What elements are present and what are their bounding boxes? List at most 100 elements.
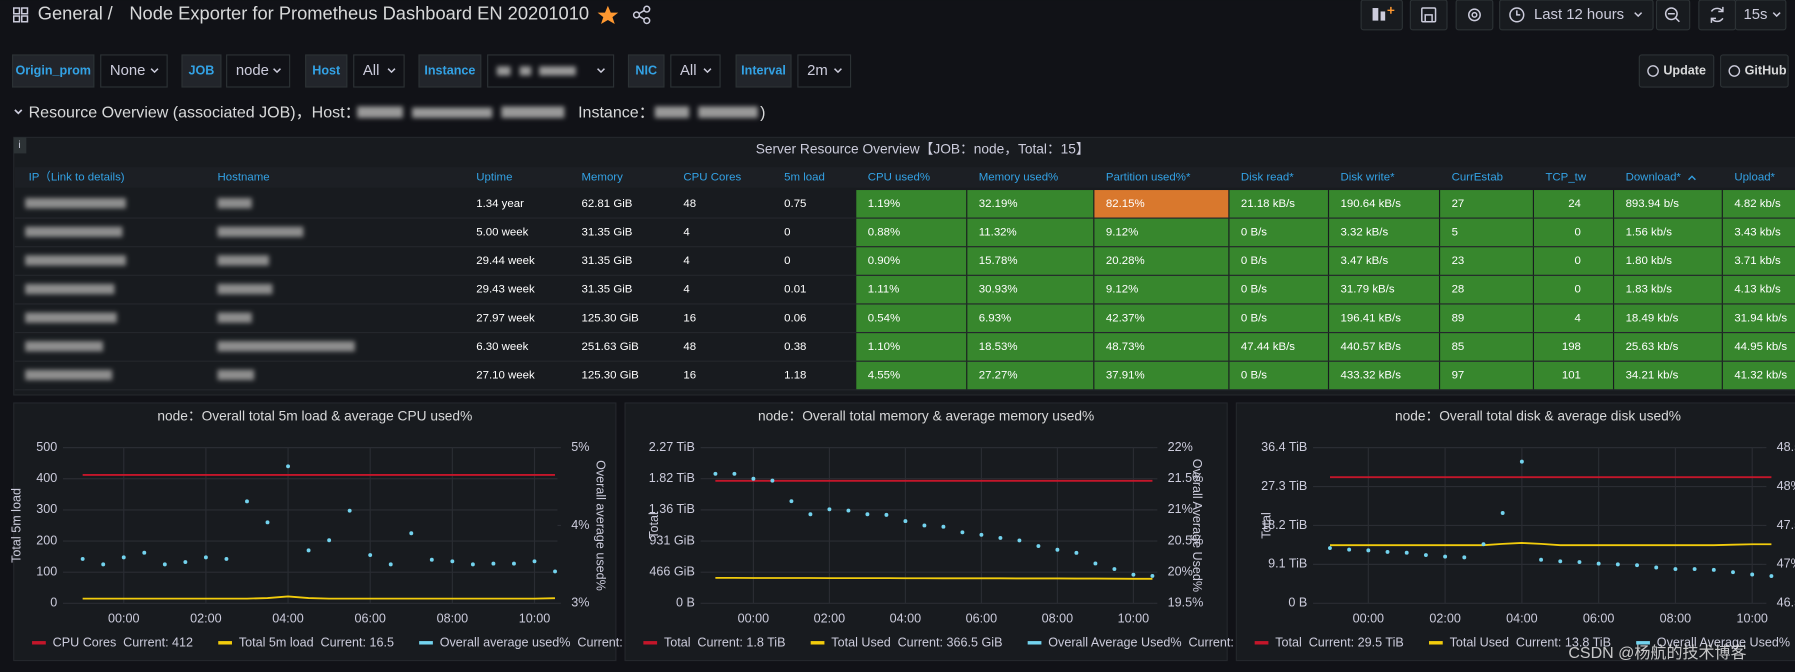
info-icon: i: [18, 140, 20, 151]
column-header[interactable]: Disk read*: [1241, 171, 1294, 183]
dropdown-chevron: [273, 68, 281, 74]
row-title[interactable]: Resource Overview (associated JOB)，Host：: [29, 104, 361, 122]
data-point: [142, 550, 147, 555]
data-point: [1462, 555, 1467, 560]
cell-bg: [1533, 333, 1613, 361]
cell-bg: [856, 247, 967, 275]
button-label[interactable]: Update: [1663, 63, 1706, 77]
column-header[interactable]: Download*: [1626, 171, 1682, 183]
column-header[interactable]: IP（Link to details): [29, 170, 125, 183]
button[interactable]: [1720, 54, 1789, 88]
column-header[interactable]: TCP_tw: [1545, 171, 1586, 183]
legend-name[interactable]: Total Used: [831, 636, 890, 650]
blurred-cells: [25, 341, 355, 352]
table-cell: 0: [1575, 284, 1581, 296]
blur: [217, 198, 252, 209]
table-cell: 44.95 kb/s: [1734, 341, 1787, 353]
y2-tick-label: 19.5%: [1168, 596, 1204, 610]
data-point: [1692, 567, 1697, 571]
cell-bg: [1722, 304, 1795, 332]
table-cell: 31.94 kb/s: [1734, 312, 1787, 324]
table-cell: 4.55%: [868, 370, 900, 382]
button-label[interactable]: GitHub: [1745, 63, 1787, 77]
refresh-interval[interactable]: [1734, 0, 1787, 31]
table-cell: 82.15%: [1106, 198, 1145, 210]
chart-panel: [1235, 402, 1795, 662]
column-header[interactable]: 5m load: [784, 171, 825, 183]
cell-bg: [967, 218, 1094, 247]
table-cell: 21.18 kB/s: [1241, 198, 1295, 210]
legend-name[interactable]: Total: [664, 636, 691, 650]
variable-label-box: [418, 54, 482, 88]
cell-bg: [1722, 275, 1795, 304]
legend-name[interactable]: Total Used: [1450, 636, 1509, 650]
toolbar: [1360, 0, 1787, 31]
cell-bg: [1722, 190, 1795, 218]
dropdown-chevron: [597, 68, 605, 74]
dashboard-title[interactable]: Node Exporter for Prometheus Dashboard E…: [129, 3, 589, 24]
table-cell: 29.44 week: [476, 255, 535, 267]
column-header[interactable]: Memory used%: [979, 171, 1058, 183]
x-tick-label: 06:00: [1583, 612, 1614, 626]
legend-name[interactable]: Overall Average Used%: [1048, 636, 1181, 650]
legend-name[interactable]: Overall Average Used%: [1657, 636, 1790, 650]
settings-button[interactable]: [1455, 0, 1494, 31]
blur: [25, 226, 123, 237]
x-tick-label: 02:00: [814, 612, 845, 626]
table-cell: 20.28%: [1106, 255, 1145, 267]
button[interactable]: [1638, 54, 1715, 88]
variable-label: Origin_prom: [15, 63, 90, 77]
variable-select[interactable]: [797, 54, 852, 88]
cell-bg: [1440, 304, 1533, 332]
table-cell: 0: [784, 255, 790, 267]
row-chevron[interactable]: [14, 109, 23, 115]
column-header[interactable]: CurrEstab: [1452, 171, 1504, 183]
y-tick-label: 1.82 TiB: [649, 471, 695, 485]
y2-tick-label: 48%: [1777, 479, 1795, 493]
toolbar-icons: [1372, 6, 1781, 23]
data-point: [409, 531, 414, 536]
table-cell: 3.43 kb/s: [1734, 226, 1781, 238]
column-header[interactable]: CPU Cores: [683, 171, 741, 183]
cell-bg: [1329, 247, 1439, 275]
time-range[interactable]: Last 12 hours: [1534, 7, 1624, 23]
cell-bg: [1440, 247, 1533, 275]
legend-name[interactable]: Total 5m load: [239, 636, 314, 650]
refresh-button[interactable]: [1698, 0, 1737, 31]
variable-select[interactable]: [353, 54, 405, 88]
blurred-cells: [25, 283, 273, 295]
breadcrumb[interactable]: General: [38, 3, 103, 24]
share-icon[interactable]: [632, 5, 651, 25]
cell-bg: [1533, 218, 1613, 247]
column-header[interactable]: Disk write*: [1341, 171, 1396, 183]
apps-icon[interactable]: [12, 7, 29, 23]
legend-current: Current: 412: [123, 636, 193, 650]
zoom-button[interactable]: [1655, 0, 1691, 31]
legend-name[interactable]: Overall average used%: [440, 636, 571, 650]
column-header[interactable]: Upload*: [1734, 171, 1775, 183]
data-point: [1347, 547, 1352, 552]
chart-title: node：Overall total memory & average memo…: [758, 408, 1094, 423]
table-cell: 0.88%: [868, 226, 900, 238]
time-picker[interactable]: [1499, 0, 1654, 31]
star-icon[interactable]: [597, 5, 619, 25]
column-header[interactable]: Hostname: [218, 171, 270, 183]
column-header[interactable]: CPU used%: [868, 171, 930, 183]
y-tick-label: 931 GiB: [649, 533, 694, 547]
column-header[interactable]: Partition used%*: [1106, 171, 1191, 183]
cell-bg: [1722, 333, 1795, 361]
table-cell: 42.37%: [1106, 312, 1145, 324]
cell-bg: [1229, 361, 1328, 390]
refresh-interval-label[interactable]: 15s: [1743, 7, 1767, 23]
column-header[interactable]: Memory: [582, 171, 624, 183]
data-point: [121, 555, 126, 560]
variable-select[interactable]: [670, 54, 721, 88]
cell-bg: [1094, 218, 1229, 247]
series-line: [1329, 542, 1772, 547]
table-cell: 4.13 kb/s: [1734, 284, 1781, 296]
legend-name[interactable]: Total: [1275, 636, 1302, 650]
x-tick-label: 04:00: [1506, 612, 1537, 626]
column-header[interactable]: Uptime: [476, 171, 512, 183]
info-corner[interactable]: [13, 137, 27, 154]
legend-name[interactable]: CPU Cores: [53, 636, 117, 650]
